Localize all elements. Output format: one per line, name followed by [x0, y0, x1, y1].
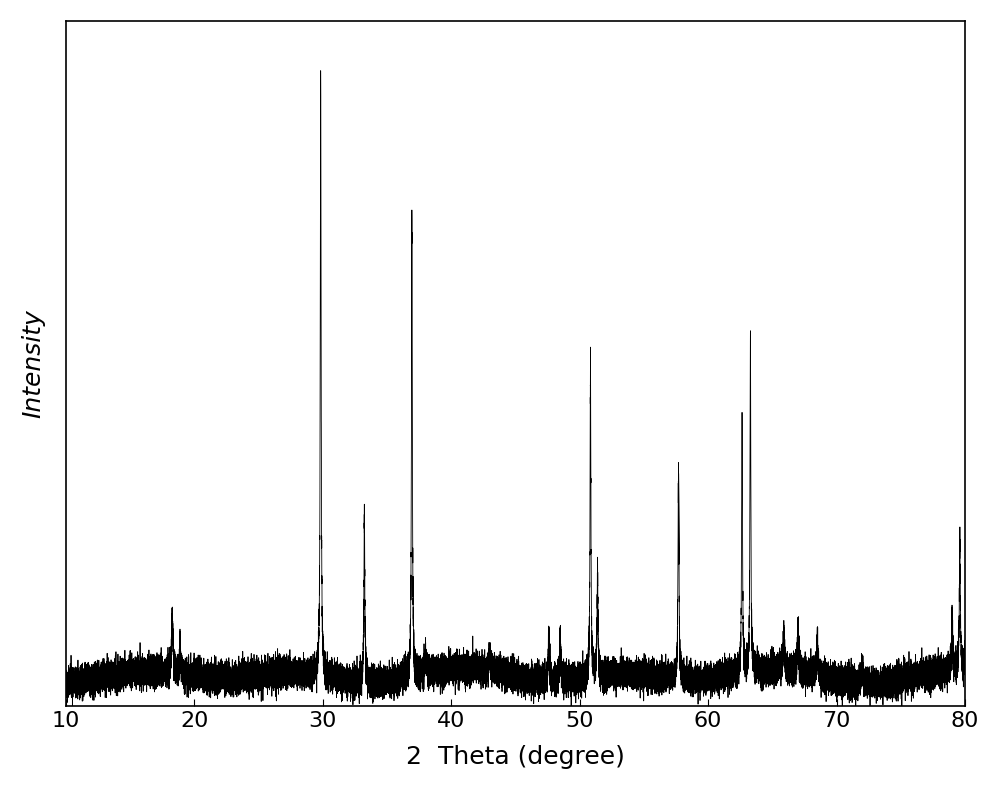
Y-axis label: Intensity: Intensity [21, 309, 45, 418]
X-axis label: 2  Theta (degree): 2 Theta (degree) [406, 745, 625, 769]
